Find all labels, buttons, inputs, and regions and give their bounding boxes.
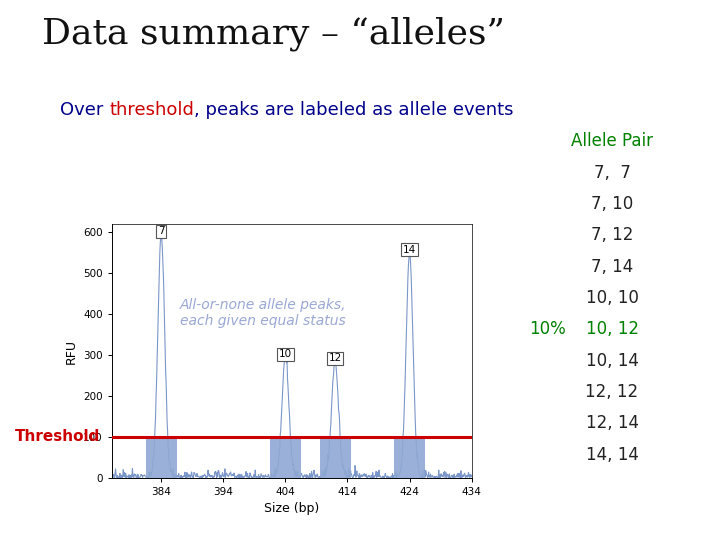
Text: 7, 10: 7, 10 (591, 195, 633, 213)
Bar (270, 437, 301, 478)
Text: Over: Over (60, 101, 109, 119)
Bar (320, 437, 351, 478)
Text: All-or-none allele peaks,
each given equal status: All-or-none allele peaks, each given equ… (179, 298, 346, 328)
Text: 10, 10: 10, 10 (585, 289, 639, 307)
Text: 10, 14: 10, 14 (585, 352, 639, 369)
Text: , peaks are labeled as allele events: , peaks are labeled as allele events (194, 101, 513, 119)
Text: 10%: 10% (529, 320, 566, 338)
Text: 7,  7: 7, 7 (593, 164, 631, 181)
X-axis label: Size (bp): Size (bp) (264, 503, 319, 516)
Text: 12: 12 (328, 353, 342, 363)
Text: Threshold: Threshold (14, 429, 100, 444)
Text: 12, 12: 12, 12 (585, 383, 639, 401)
Text: 14, 14: 14, 14 (585, 446, 639, 463)
Text: 12, 14: 12, 14 (585, 414, 639, 432)
Text: Data summary – “alleles”: Data summary – “alleles” (42, 16, 505, 51)
Text: 14: 14 (403, 245, 416, 255)
Text: threshold: threshold (109, 101, 194, 119)
Y-axis label: RFU: RFU (64, 339, 77, 363)
Text: 10, 12: 10, 12 (585, 320, 639, 338)
Bar (394, 437, 425, 478)
Text: 10: 10 (279, 349, 292, 359)
Text: 7, 14: 7, 14 (591, 258, 633, 275)
Text: 7: 7 (158, 226, 165, 237)
Text: Allele Pair: Allele Pair (571, 132, 653, 150)
Text: 7, 12: 7, 12 (591, 226, 633, 244)
Bar (145, 437, 177, 478)
